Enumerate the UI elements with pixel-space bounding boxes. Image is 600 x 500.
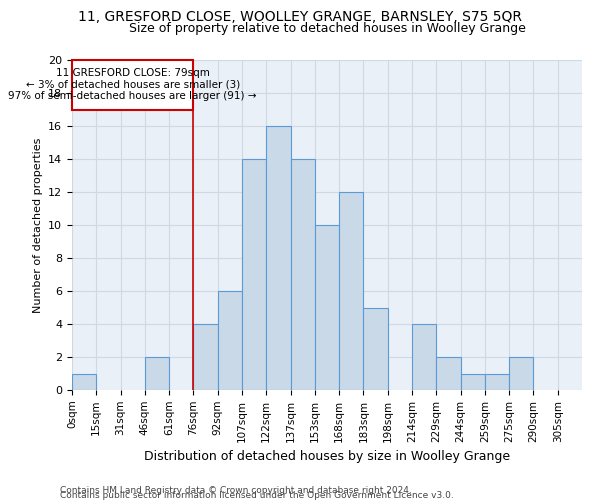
Bar — [290, 159, 315, 390]
Bar — [315, 225, 339, 390]
Text: 11 GRESFORD CLOSE: 79sqm
← 3% of detached houses are smaller (3)
97% of semi-det: 11 GRESFORD CLOSE: 79sqm ← 3% of detache… — [8, 68, 257, 102]
Bar — [485, 374, 509, 390]
Bar — [339, 192, 364, 390]
Bar — [218, 291, 242, 390]
Bar — [72, 374, 96, 390]
Bar — [72, 60, 193, 110]
Text: Contains HM Land Registry data © Crown copyright and database right 2024.: Contains HM Land Registry data © Crown c… — [60, 486, 412, 495]
Text: Contains public sector information licensed under the Open Government Licence v3: Contains public sector information licen… — [60, 491, 454, 500]
Y-axis label: Number of detached properties: Number of detached properties — [32, 138, 43, 312]
Bar — [509, 357, 533, 390]
Bar — [364, 308, 388, 390]
Bar — [266, 126, 290, 390]
Text: 11, GRESFORD CLOSE, WOOLLEY GRANGE, BARNSLEY, S75 5QR: 11, GRESFORD CLOSE, WOOLLEY GRANGE, BARN… — [78, 10, 522, 24]
Bar — [461, 374, 485, 390]
Bar — [193, 324, 218, 390]
Bar — [412, 324, 436, 390]
Bar — [436, 357, 461, 390]
Title: Size of property relative to detached houses in Woolley Grange: Size of property relative to detached ho… — [128, 22, 526, 35]
Bar — [145, 357, 169, 390]
X-axis label: Distribution of detached houses by size in Woolley Grange: Distribution of detached houses by size … — [144, 450, 510, 463]
Bar — [242, 159, 266, 390]
